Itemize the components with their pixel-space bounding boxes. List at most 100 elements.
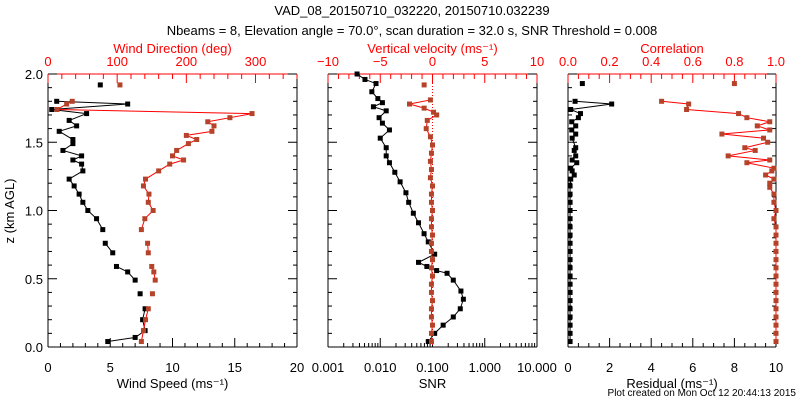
data-point — [421, 231, 427, 237]
data-point — [567, 224, 573, 230]
data-point — [450, 277, 456, 283]
data-point — [379, 100, 385, 106]
data-point — [132, 334, 138, 340]
data-point — [771, 165, 777, 171]
data-point — [110, 250, 116, 256]
top-tick-label: −5 — [373, 54, 388, 69]
data-point — [427, 134, 433, 140]
data-point — [152, 277, 158, 283]
data-point — [211, 123, 217, 129]
data-point — [428, 167, 434, 173]
data-point — [567, 232, 573, 238]
data-point — [113, 263, 119, 269]
x-tick-label: 10.000 — [517, 360, 557, 375]
series-line-segment — [721, 129, 770, 135]
data-point — [571, 172, 577, 178]
data-point — [66, 117, 72, 123]
series-line-segment — [746, 162, 775, 169]
data-point — [567, 289, 573, 295]
data-point — [100, 227, 106, 233]
data-point — [427, 97, 433, 103]
data-point — [432, 251, 438, 257]
data-point — [754, 123, 760, 129]
y-axis-label: z (km AGL) — [2, 178, 17, 243]
data-point — [54, 106, 60, 112]
data-point — [138, 227, 144, 233]
top-axis-label: Vertical velocity (ms⁻¹) — [367, 41, 497, 56]
data-point — [79, 161, 85, 167]
data-point — [574, 160, 580, 166]
data-point — [430, 232, 435, 238]
data-point — [773, 232, 779, 238]
data-point — [150, 208, 156, 213]
x-axis-label: SNR — [419, 376, 446, 391]
series-line-segment — [207, 117, 230, 123]
data-point — [140, 183, 146, 189]
series-line-segment — [575, 100, 612, 105]
data-point — [386, 127, 392, 133]
data-point — [567, 248, 573, 254]
x-tick-label: 10 — [769, 360, 783, 375]
data-point — [568, 176, 574, 182]
data-point — [427, 175, 433, 181]
data-point — [577, 111, 583, 117]
top-tick-label: 0 — [429, 54, 436, 69]
data-point — [773, 273, 779, 279]
data-point — [773, 314, 779, 320]
data-point — [573, 123, 579, 129]
data-point — [156, 168, 162, 174]
top-tick-label: 0 — [44, 54, 51, 69]
data-point — [403, 190, 409, 196]
data-point — [142, 216, 148, 222]
data-point — [571, 147, 577, 153]
data-point — [428, 281, 434, 287]
data-point — [369, 89, 375, 95]
data-point — [767, 184, 773, 190]
data-point — [460, 296, 466, 302]
series-line-segment — [68, 113, 87, 121]
data-point — [773, 322, 779, 328]
x-axis-label: Residual (ms⁻¹) — [626, 376, 717, 391]
data-point — [567, 208, 573, 213]
data-point — [428, 199, 434, 205]
data-point — [370, 104, 376, 110]
data-point — [227, 115, 233, 121]
data-point — [767, 157, 773, 163]
top-tick-label: 300 — [245, 54, 267, 69]
data-point — [79, 153, 85, 159]
data-point — [744, 160, 750, 166]
data-point — [170, 153, 175, 159]
data-point — [771, 199, 777, 205]
series-line-segment — [186, 130, 213, 136]
data-point — [765, 139, 771, 145]
data-point — [423, 126, 429, 132]
data-point — [773, 248, 779, 254]
data-point — [143, 176, 149, 182]
data-point — [773, 281, 779, 287]
x-axis-label: Wind Speed (ms⁻¹) — [117, 376, 229, 391]
data-point — [430, 142, 435, 148]
data-point — [151, 269, 157, 275]
data-point — [428, 191, 434, 197]
data-point — [430, 257, 435, 263]
data-point — [146, 191, 152, 197]
data-point — [428, 339, 434, 345]
data-point — [428, 240, 434, 246]
data-point — [70, 157, 76, 163]
data-point — [752, 147, 758, 153]
data-point — [567, 330, 573, 336]
data-point — [767, 127, 773, 133]
top-axis-label: Wind Direction (deg) — [113, 41, 232, 56]
data-point — [421, 82, 427, 88]
x-tick-label: 6 — [689, 360, 696, 375]
data-point — [102, 240, 108, 246]
series-line-segment — [51, 103, 128, 110]
data-point — [410, 210, 416, 216]
series-line-segment — [56, 108, 253, 115]
data-point — [430, 322, 435, 328]
top-tick-label: 100 — [106, 54, 128, 69]
data-point — [149, 263, 155, 269]
data-point — [375, 96, 381, 102]
data-point — [761, 135, 767, 141]
series-line-segment — [744, 141, 768, 149]
